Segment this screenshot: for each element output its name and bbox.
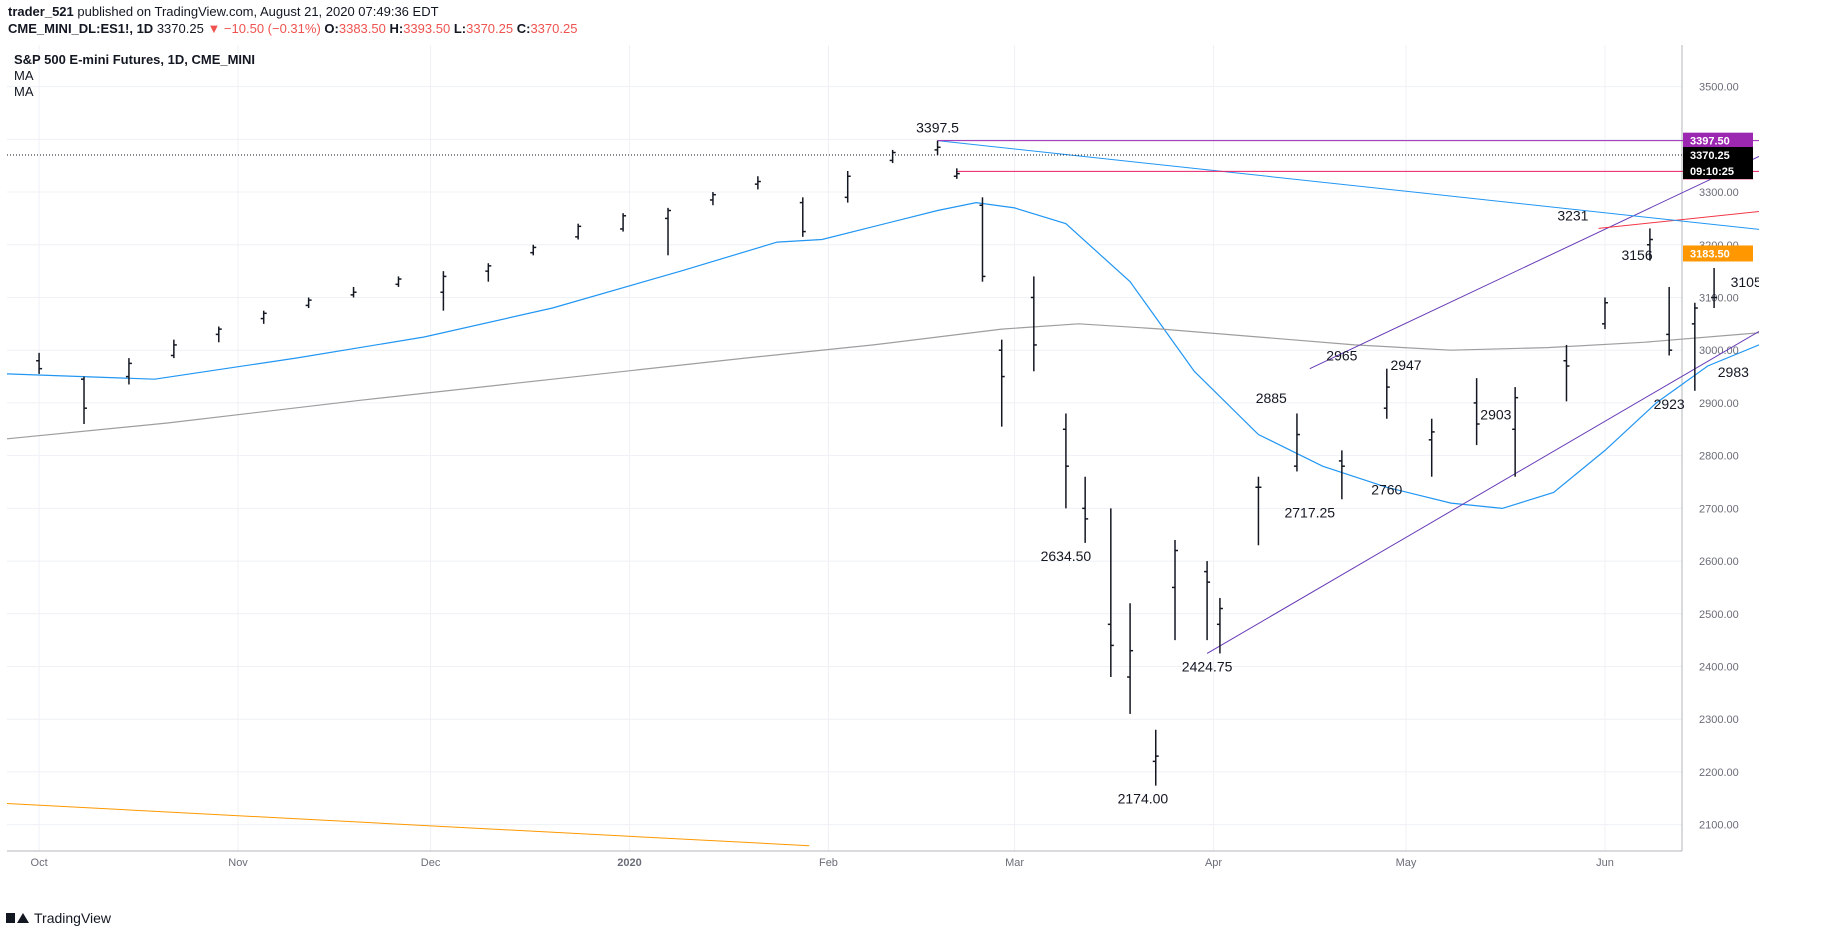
chart-legend: S&P 500 E-mini Futures, 1D, CME_MINI MA …	[14, 52, 255, 100]
chart-header: trader_521 published on TradingView.com,…	[0, 0, 1828, 40]
last-price: 3370.25	[156, 21, 204, 36]
price-annotation: 2965	[1326, 348, 1357, 364]
y-tick-label: 2400.00	[1699, 661, 1739, 673]
y-tick-label: 3300.00	[1699, 187, 1739, 199]
trendline-orange-falling	[7, 803, 810, 847]
x-tick-label: Dec	[421, 857, 441, 869]
price-annotation: 3231	[1557, 207, 1588, 223]
close-label: C:	[516, 21, 531, 36]
price-change: ▼ −10.50 (−0.31%)	[207, 21, 321, 36]
y-tick-label: 2100.00	[1699, 820, 1739, 832]
legend-title: S&P 500 E-mini Futures, 1D, CME_MINI	[14, 52, 256, 67]
high-label: H:	[389, 21, 404, 36]
published-text: published on TradingView.com, August 21,…	[77, 4, 439, 19]
close-value: 3370.25	[530, 21, 578, 36]
level-badge-label: 3397.50	[1690, 136, 1730, 148]
x-tick-label: Jun	[1596, 857, 1614, 869]
current-price-badge-bg	[1683, 147, 1753, 180]
y-tick-label: 2900.00	[1699, 398, 1739, 410]
open-value: 3383.50	[338, 21, 386, 36]
x-tick-label: May	[1396, 857, 1417, 869]
trendline-red-rising	[1598, 210, 1759, 229]
trendline-channel-lower	[1206, 330, 1759, 654]
open-label: O:	[324, 21, 339, 36]
price-annotation: 3156	[1621, 247, 1652, 263]
price-annotation: 2947	[1390, 357, 1421, 373]
y-tick-label: 2800.00	[1699, 451, 1739, 463]
current-price-badge-label: 3370.25	[1690, 150, 1730, 162]
price-annotation: 2174.00	[1118, 791, 1169, 807]
price-annotation: 2424.75	[1182, 658, 1233, 674]
y-tick-label: 2700.00	[1699, 503, 1739, 515]
y-tick-label: 2600.00	[1699, 556, 1739, 568]
publisher-name[interactable]: trader_521	[8, 4, 74, 19]
x-tick-label: Mar	[1005, 857, 1024, 869]
x-tick-label: Oct	[31, 857, 48, 869]
y-tick-label: 2500.00	[1699, 609, 1739, 621]
brand-name[interactable]: TradingView	[34, 910, 112, 926]
tradingview-logo-icon	[6, 911, 29, 925]
y-tick-label: 3100.00	[1699, 292, 1739, 304]
price-chart[interactable]: 2100.00 2200.00 2300.00 2400.00 2500.00 2600.…	[7, 45, 1759, 871]
chart-area[interactable]: 2100.00 2200.00 2300.00 2400.00 2500.00 2600.…	[7, 45, 1759, 871]
price-annotation: 2885	[1256, 390, 1287, 406]
publish-info: trader_521 published on TradingView.com,…	[8, 4, 439, 19]
level-badge-bg	[1683, 132, 1753, 149]
low-label: L:	[453, 21, 467, 36]
y-tick-label: 3000.00	[1699, 345, 1739, 357]
price-annotation: 2717.25	[1284, 504, 1335, 520]
x-tick-label: 2020	[617, 857, 641, 869]
y-tick-label: 2200.00	[1699, 767, 1739, 779]
y-tick-label: 3500.00	[1699, 82, 1739, 94]
price-annotation: 2760	[1371, 482, 1402, 498]
price-annotation: 2903	[1480, 406, 1511, 422]
trendline-blue-falling	[937, 140, 1759, 230]
x-tick-label: Feb	[819, 857, 838, 869]
level-badge-label: 3183.50	[1690, 248, 1730, 260]
x-tick-label: Apr	[1205, 857, 1222, 869]
y-tick-label: 2300.00	[1699, 714, 1739, 726]
ma-fast-line	[7, 201, 1759, 510]
low-value: 3370.25	[466, 21, 514, 36]
legend-ma-1[interactable]: MA	[14, 68, 34, 83]
x-tick-label: Nov	[228, 857, 248, 869]
price-annotation: 2983	[1718, 364, 1749, 380]
level-badge-bg	[1683, 245, 1753, 262]
symbol-info: CME_MINI_DL:ES1!, 1D 3370.25 ▼ −10.50 (−…	[8, 21, 577, 36]
price-annotation: 3105	[1731, 274, 1759, 290]
high-value: 3393.50	[403, 21, 451, 36]
footer-branding: TradingView	[6, 910, 111, 926]
legend-ma-2[interactable]: MA	[14, 84, 34, 99]
countdown-label: 09:10:25	[1690, 166, 1734, 178]
symbol-name: CME_MINI_DL:ES1!, 1D	[8, 21, 154, 36]
price-annotation: 2923	[1654, 396, 1685, 412]
price-annotation: 2634.50	[1041, 548, 1092, 564]
price-annotation: 3397.5	[916, 120, 959, 136]
trendline-channel-upper	[1309, 155, 1759, 370]
